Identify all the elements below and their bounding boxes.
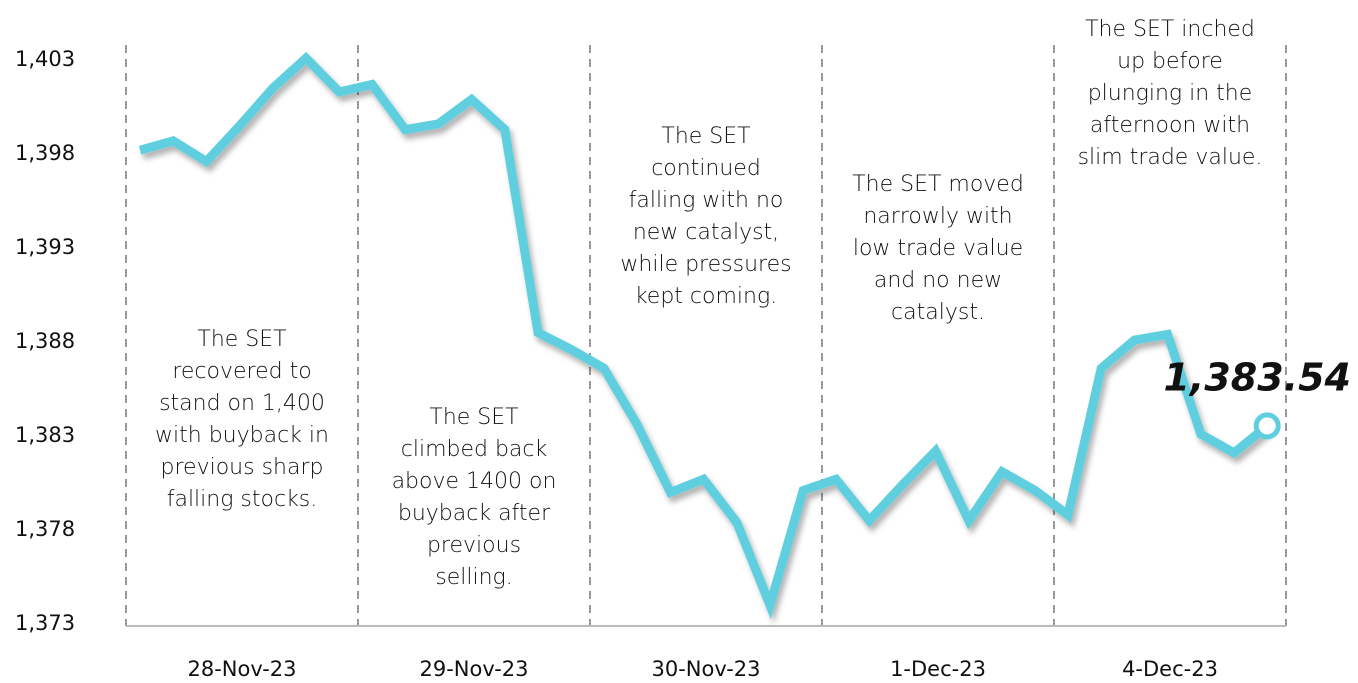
annotation: narrowly with bbox=[863, 204, 1012, 229]
y-tick-label: 1,383 bbox=[15, 423, 75, 447]
annotation: recovered to bbox=[172, 359, 311, 384]
annotation: The SET bbox=[661, 124, 750, 149]
annotation: The SET bbox=[429, 405, 518, 430]
annotation: falling with no bbox=[629, 188, 784, 213]
annotation-layer: The SET recovered to stand on 1,400 with bu… bbox=[155, 17, 1262, 590]
annotation: The SET moved bbox=[852, 172, 1024, 197]
annotation: plunging in the bbox=[1088, 81, 1253, 106]
annotation: up before bbox=[1117, 49, 1223, 74]
end-value-label: 1,383.54 bbox=[1163, 355, 1351, 399]
x-tick-label: 1-Dec-23 bbox=[890, 657, 986, 681]
y-tick-label: 1,378 bbox=[15, 517, 75, 541]
annotation: slim trade value. bbox=[1078, 145, 1263, 170]
annotation: climbed back bbox=[401, 437, 548, 462]
annotation: The SET bbox=[197, 327, 286, 352]
annotation: previous bbox=[427, 533, 521, 558]
annotation: kept coming. bbox=[635, 284, 777, 309]
x-tick-label: 30-Nov-23 bbox=[651, 657, 760, 681]
annotation: previous sharp bbox=[161, 455, 324, 480]
x-tick-label: 28-Nov-23 bbox=[187, 657, 296, 681]
annotation: afternoon with bbox=[1090, 113, 1250, 138]
annotation: falling stocks. bbox=[167, 487, 318, 512]
annotation: new catalyst, bbox=[633, 220, 779, 245]
y-tick-label: 1,388 bbox=[15, 329, 75, 353]
grid-layer: 1,373 1,378 1,383 1,388 1,393 1,398 1,403 28-No… bbox=[15, 45, 1287, 681]
annotation: with buyback in bbox=[155, 423, 329, 448]
y-tick-label: 1,403 bbox=[15, 47, 75, 71]
annotation: catalyst. bbox=[891, 300, 985, 325]
x-tick-label: 29-Nov-23 bbox=[419, 657, 528, 681]
y-tick-label: 1,393 bbox=[15, 235, 75, 259]
y-tick-label: 1,398 bbox=[15, 141, 75, 165]
x-tick-label: 4-Dec-23 bbox=[1122, 657, 1218, 681]
annotation: while pressures bbox=[620, 252, 791, 277]
price-line bbox=[138, 51, 1271, 619]
annotation: stand on 1,400 bbox=[159, 391, 325, 416]
annotation: buyback after bbox=[398, 501, 551, 526]
y-tick-label: 1,373 bbox=[15, 611, 75, 635]
annotation: continued bbox=[651, 156, 761, 181]
annotation: The SET inched bbox=[1085, 17, 1255, 42]
annotation: selling. bbox=[435, 565, 512, 590]
mark-layer: 1,383.54 bbox=[138, 51, 1351, 619]
end-marker bbox=[1253, 412, 1281, 440]
annotation: above 1400 on bbox=[392, 469, 557, 494]
annotation: and no new bbox=[874, 268, 1002, 293]
annotation: low trade value bbox=[853, 236, 1023, 261]
